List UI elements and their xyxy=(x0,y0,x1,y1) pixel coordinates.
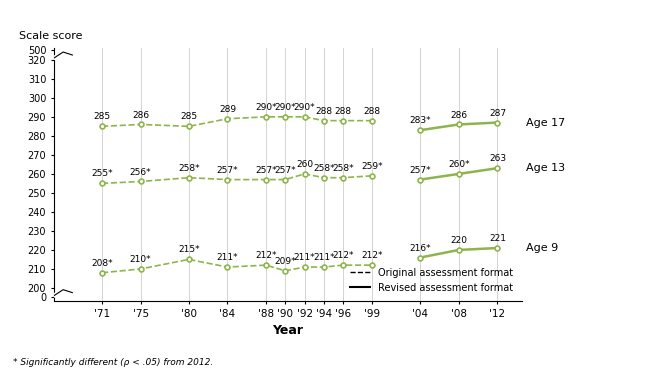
Text: Scale score: Scale score xyxy=(19,31,82,41)
Text: 260: 260 xyxy=(296,160,313,169)
X-axis label: Year: Year xyxy=(272,325,303,338)
Text: 286: 286 xyxy=(132,111,149,119)
Text: 287: 287 xyxy=(489,109,506,118)
Text: 258*: 258* xyxy=(313,164,335,173)
Text: 208*: 208* xyxy=(92,259,113,268)
Text: 290*: 290* xyxy=(294,103,315,112)
Text: Age 9: Age 9 xyxy=(526,243,558,253)
Text: 212*: 212* xyxy=(333,251,354,260)
Text: 257*: 257* xyxy=(275,165,296,175)
Text: 212*: 212* xyxy=(361,251,383,260)
Text: 258*: 258* xyxy=(178,164,200,173)
Text: * Significantly different (ρ < .05) from 2012.: * Significantly different (ρ < .05) from… xyxy=(13,358,214,367)
Text: 216*: 216* xyxy=(409,244,431,253)
Text: 257*: 257* xyxy=(409,165,431,175)
Text: 220: 220 xyxy=(450,236,468,245)
Text: 290*: 290* xyxy=(255,103,277,112)
Text: 212*: 212* xyxy=(255,251,277,260)
Text: 211*: 211* xyxy=(216,253,238,262)
Text: 211*: 211* xyxy=(294,253,315,262)
Legend: Original assessment format, Revised assessment format: Original assessment format, Revised asse… xyxy=(347,264,517,296)
Text: Age 13: Age 13 xyxy=(526,163,566,173)
Text: 209*: 209* xyxy=(275,257,296,266)
Text: 256*: 256* xyxy=(130,168,152,177)
Text: 221: 221 xyxy=(489,234,506,243)
Text: 290*: 290* xyxy=(275,103,296,112)
Text: 260*: 260* xyxy=(448,160,470,169)
Text: 211*: 211* xyxy=(313,253,335,262)
Text: 288: 288 xyxy=(315,107,333,116)
Text: 288: 288 xyxy=(335,107,352,116)
Text: 257*: 257* xyxy=(216,165,238,175)
Text: 289: 289 xyxy=(219,105,236,114)
Text: 210*: 210* xyxy=(130,255,152,264)
Text: 285: 285 xyxy=(180,112,198,121)
Text: 259*: 259* xyxy=(361,162,383,171)
Text: 286: 286 xyxy=(450,111,468,119)
Text: Age 17: Age 17 xyxy=(526,118,566,128)
Text: 257*: 257* xyxy=(255,165,277,175)
Text: 285: 285 xyxy=(94,112,111,121)
Text: 215*: 215* xyxy=(178,246,200,255)
Text: 283*: 283* xyxy=(409,116,431,125)
Text: 258*: 258* xyxy=(333,164,354,173)
Text: 288: 288 xyxy=(363,107,381,116)
Text: 255*: 255* xyxy=(92,170,113,178)
Text: 263: 263 xyxy=(489,154,506,163)
